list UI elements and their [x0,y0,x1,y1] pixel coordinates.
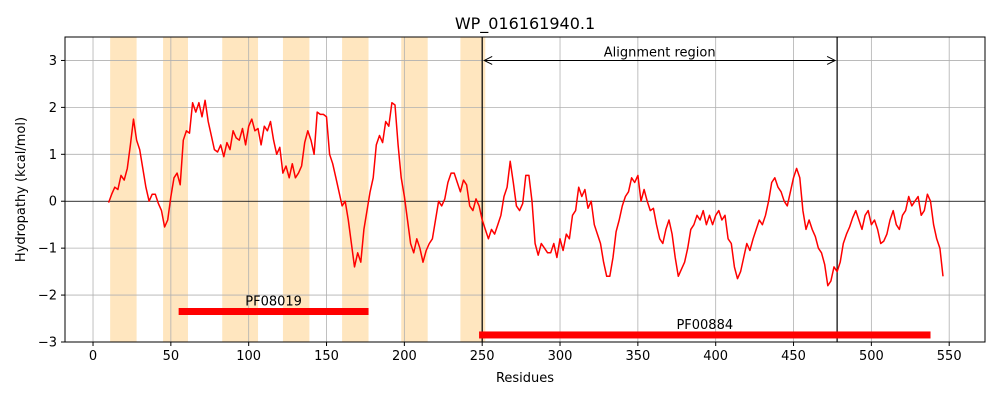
x-tick-label: 250 [470,349,495,364]
hydrophobic-band [222,37,259,342]
y-axis-label: Hydropathy (kcal/mol) [14,117,29,262]
x-tick-label: 200 [392,349,417,364]
x-tick-label: 0 [89,349,97,364]
hydrophobic-band [282,37,310,342]
y-tick-label: 2 [49,101,57,116]
hydropathy-series [107,99,944,287]
domain-bar [479,331,931,339]
x-tick-label: 350 [625,349,650,364]
x-tick-label: 100 [236,349,261,364]
domain-label: PF00884 [676,318,733,333]
y-tick-label: −1 [38,242,57,257]
alignment-arrow-right-head [826,56,837,65]
x-axis-label: Residues [496,371,554,386]
x-tick-label: 300 [548,349,573,364]
plot-frame [64,36,986,343]
chart-title: WP_016161940.1 [455,14,595,34]
alignment-arrow-left-head [483,56,493,65]
hydrophobic-bands [110,37,486,342]
alignment-region-label: Alignment region [604,45,716,60]
x-tick-label: 500 [859,349,884,364]
y-tick-label: −3 [38,336,57,351]
x-tick-label: 400 [703,349,728,364]
plot-border [64,36,986,343]
hydrophobic-band [460,37,486,342]
hydrophobic-band [401,37,428,342]
axis-ticks: 0 50 100 150 200 250 300 350 400 450 500 550 −3 −2 −1 0… [38,54,962,364]
x-tick-label: 50 [163,349,180,364]
hydrophobic-band [342,37,369,342]
y-tick-label: 1 [49,148,57,163]
x-tick-label: 150 [314,349,339,364]
hydropathy-line [107,99,944,287]
y-tick-label: 0 [49,195,57,210]
y-tick-label: −2 [38,289,57,304]
x-tick-label: 550 [937,349,962,364]
alignment-markers: Alignment region [481,37,838,342]
domain-label: PF08019 [245,295,302,310]
domain-bar [178,308,369,315]
x-tick-label: 450 [781,349,806,364]
hydrophobic-band [163,37,188,342]
domain-bars: PF08019 PF00884 [178,295,931,339]
y-tick-label: 3 [49,54,57,69]
